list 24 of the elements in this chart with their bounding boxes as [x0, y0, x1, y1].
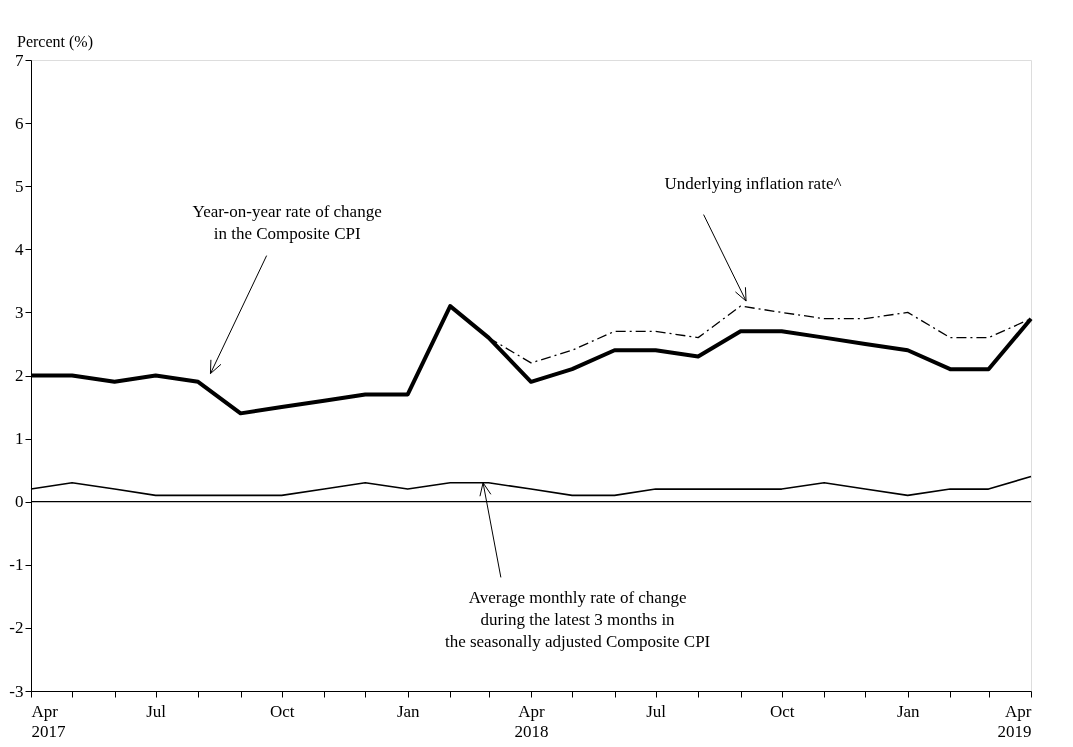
- y-tick-label: 6: [15, 113, 24, 133]
- text: Average monthly rate of change during the latest 3 months in the seasonally adjusted Composite CPI: [444, 588, 711, 652]
- x-tick-label: Jul: [146, 701, 167, 721]
- text: Underlying inflation rate^: [664, 173, 842, 193]
- x-tick-label: Apr 2017: [31, 701, 66, 741]
- x-tick-label: Apr 2018: [514, 701, 549, 741]
- x-tick-label: Apr 2019: [997, 701, 1032, 741]
- y-tick-label: 0: [15, 492, 24, 512]
- x-tick-label: Oct: [269, 701, 295, 721]
- y-axis-title: Percent (%): [17, 33, 93, 51]
- x-tick-label: Oct: [769, 701, 795, 721]
- y-tick-label: 7: [15, 50, 24, 70]
- y-tick-label: -1: [9, 555, 24, 575]
- x-tick-label: Jan: [396, 701, 421, 721]
- y-tick-label: 5: [15, 176, 24, 196]
- y-tick-label: 3: [15, 302, 24, 322]
- y-tick-label: -2: [9, 618, 24, 638]
- y-tick-label: 4: [15, 239, 24, 259]
- x-tick-label: Jul: [646, 701, 667, 721]
- x-tick-label: Jan: [896, 701, 921, 721]
- y-tick-label: 1: [15, 429, 24, 449]
- y-tick-label: 2: [15, 366, 24, 385]
- y-tick-label: -3: [9, 681, 24, 701]
- text: Year-on-year rate of change in the Composite CPI: [192, 201, 382, 243]
